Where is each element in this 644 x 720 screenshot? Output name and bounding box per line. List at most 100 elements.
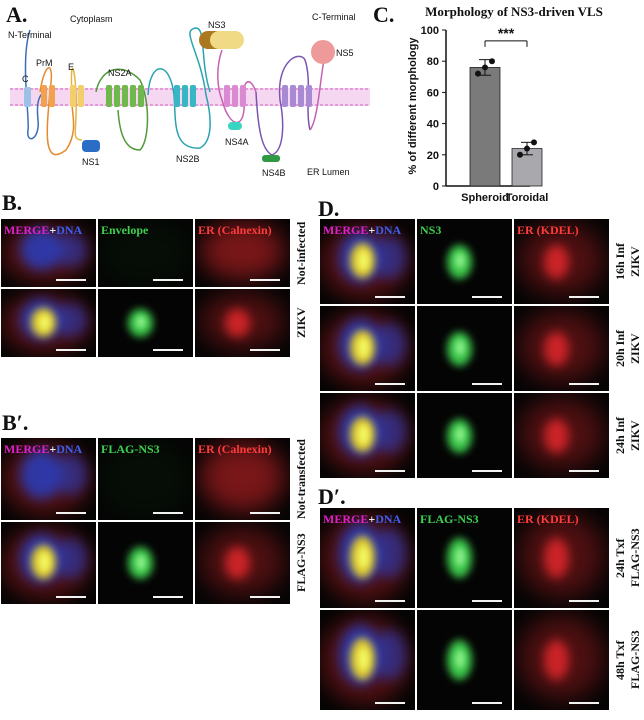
scale-bar [56,279,86,281]
panel-c-letter: C. [373,2,395,27]
dna-text: DNA [56,223,83,237]
scale-bar [569,383,599,385]
row-label-line2: ZIKV [628,420,642,451]
bp-channel-label-1: FLAG-NS3 [101,442,160,456]
cell-blob [372,528,406,578]
dp-image-r1-c2 [514,610,609,710]
label-ns3: NS3 [208,20,226,30]
b-image-r1-c1 [98,289,193,357]
bp-image-r1-c2 [195,522,290,604]
cell-blob [225,546,251,580]
y-axis-label: % of different morphology [407,37,419,175]
b-image-r0-c0 [1,219,96,287]
y-tick-label: 100 [421,25,439,37]
scale-bar [375,600,405,602]
protein-c [24,87,31,107]
label-ns1: NS1 [82,157,100,167]
scale-bar [153,512,183,514]
cytoplasm-label: Cytoplasm [70,14,113,24]
d-channel-label-2: ER (KDEL) [517,223,579,237]
y-tick-label: 60 [427,87,439,99]
row-label-line2: ZIKV [628,246,642,277]
bp-channel-label-2: ER (Calnexin) [198,442,272,456]
cell-blob [53,302,87,337]
cell-blob [544,244,570,279]
x-tick-label: Spheroid [461,192,509,204]
row-label-line1: 16h Inf [613,243,627,281]
label-c: C [22,74,29,84]
protein-ns5 [311,40,335,64]
scale-bar [569,296,599,298]
b-row-label-1: ZIKV [294,307,308,339]
dp-image-r1-c0 [320,610,415,710]
dna-text: DNA [56,442,83,456]
cell-blob [53,232,87,267]
cell-blob [372,410,406,453]
label-ns5: NS5 [336,48,354,58]
panel-d-letter: D. [318,196,340,221]
label-e: E [68,62,74,72]
scale-bar [569,470,599,472]
scale-bar [375,702,405,704]
dp-image-r0-c2 [514,508,609,608]
scale-bar [250,596,280,598]
b-channel-label-2: ER (Calnexin) [198,223,272,237]
data-point [531,139,537,146]
cell-blob [372,630,406,680]
cell-blob [544,640,570,680]
dp-image-r0-c0 [320,508,415,608]
row-label-line2: FLAG-NS3 [628,630,642,690]
cell-blob [455,650,465,668]
data-point [517,151,523,158]
er-lumen-label: ER Lumen [307,167,350,177]
merge-text: MERGE [323,512,369,526]
b-image-r1-c0 [1,289,96,357]
row-label-line1: 24h Txf [613,538,627,578]
cell-blob [372,236,406,279]
cell-blob [358,648,370,670]
cell-blob [136,316,146,329]
b-row-label-0: Not-infected [294,221,308,285]
y-tick-label: 20 [427,150,439,162]
d-image-r2-c2 [514,393,609,478]
cell-blob [455,427,465,443]
cell-blob [53,538,87,580]
y-tick-label: 40 [427,119,439,131]
b-image-r0-c1 [98,219,193,287]
dp-channel-label-2: ER (KDEL) [517,512,579,526]
cell-blob [544,331,570,366]
y-tick-label: 0 [433,181,439,193]
scale-bar [472,600,502,602]
d-image-r0-c0 [320,219,415,304]
d-channel-label-1: NS3 [420,223,442,237]
d-image-r2-c1 [417,393,512,478]
cell-blob [358,425,370,444]
bp-image-r0-c1 [98,438,193,520]
cell-blob [455,340,465,356]
cell-blob [544,538,570,578]
cell-blob [225,309,251,337]
scale-bar [375,470,405,472]
cell-blob [98,219,193,287]
cell-blob [199,442,286,512]
scale-bar [472,702,502,704]
scale-bar [56,512,86,514]
c-terminal-label: C-Terminal [312,12,356,22]
scale-bar [375,383,405,385]
bp-image-r1-c0 [1,522,96,604]
n-terminal-label: N-Terminal [8,30,52,40]
b-image-r1-c2 [195,289,290,357]
data-point [482,64,488,71]
cell-blob [136,554,146,570]
scale-bar [153,596,183,598]
d-image-r1-c1 [417,306,512,391]
cell-blob [53,454,87,496]
x-tick-label: Toroidal [506,192,549,204]
cell-blob [358,251,370,270]
cell-blob [358,546,370,568]
cell-blob [199,222,286,281]
cell-blob [455,548,465,566]
row-label-line2: ZIKV [628,333,642,364]
plus-text: + [368,223,376,237]
scale-bar [250,349,280,351]
